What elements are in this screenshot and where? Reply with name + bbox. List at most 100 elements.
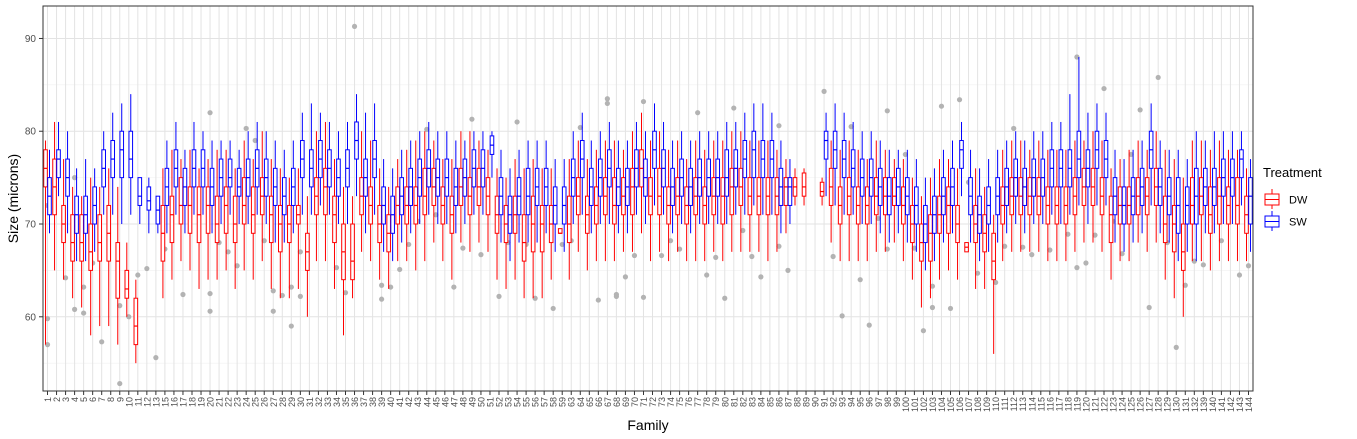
box-dw-140 [1208, 149, 1213, 271]
box-dw-19 [196, 168, 202, 289]
box-dw-141 [1217, 140, 1222, 262]
x-tick-label: 144 [1244, 397, 1254, 412]
x-tick-label: 8 [106, 397, 116, 402]
x-tick-label: 58 [549, 397, 559, 407]
outlier-point [658, 252, 665, 259]
box-sw-109 [986, 159, 991, 252]
outlier-point [478, 252, 484, 258]
x-tick-label: 67 [603, 397, 613, 407]
x-tick-label: 56 [531, 397, 541, 407]
x-tick-label: 80 [720, 397, 730, 407]
box-iqr [56, 149, 61, 179]
box-dw-30 [296, 168, 301, 289]
outlier-point [207, 110, 213, 116]
x-tick-label: 21 [215, 397, 225, 407]
box-sw-33 [327, 121, 332, 215]
box-dw-55 [521, 168, 527, 299]
box-dw-118 [1063, 149, 1069, 262]
x-tick-label: 127 [1145, 397, 1155, 412]
box-dw-83 [747, 140, 753, 252]
x-tick-label: 131 [1181, 397, 1191, 412]
x-tick-label: 25 [251, 397, 261, 407]
x-tick-label: 118 [1063, 397, 1073, 411]
box-sw-54 [516, 149, 522, 243]
x-tick-label: 26 [260, 397, 270, 407]
box-dw-107 [964, 242, 969, 253]
box-sw-114 [1031, 131, 1037, 225]
x-tick-label: 53 [504, 397, 514, 407]
outlier-point [207, 290, 213, 297]
box-iqr [422, 167, 428, 216]
box-dw-88 [792, 168, 798, 206]
outlier-point [595, 297, 601, 303]
box-iqr [521, 214, 527, 262]
x-tick-label: 42 [404, 397, 414, 407]
box-dw-123 [1108, 168, 1114, 280]
box-dw-6 [88, 177, 93, 336]
box-iqr [169, 195, 175, 244]
outlier-point [243, 125, 249, 132]
box-iqr [350, 223, 355, 281]
box-sw-75 [679, 131, 684, 225]
outlier-point [830, 253, 836, 260]
box-iqr [250, 186, 256, 234]
x-tick-label: 70 [630, 397, 640, 407]
x-tick-label: 100 [901, 397, 911, 412]
box-iqr [729, 167, 735, 216]
box-dw-121 [1090, 131, 1096, 243]
box-dw-5 [79, 196, 84, 308]
outlier-point [135, 272, 141, 278]
x-tick-label: 52 [495, 397, 505, 407]
x-tick-label: 40 [386, 397, 396, 407]
box-sw-24 [245, 131, 251, 225]
box-dw-8 [106, 168, 112, 327]
x-tick-label: 104 [937, 397, 947, 412]
x-tick-label: 108 [973, 397, 983, 412]
outlier-point [974, 270, 981, 276]
outlier-point [956, 97, 963, 103]
x-tick-label: 38 [368, 397, 378, 407]
box-dw-73 [657, 131, 662, 252]
box-sw-45 [435, 131, 441, 225]
outlier-point [1128, 151, 1134, 158]
x-tick-label: 47 [449, 397, 459, 407]
outlier-point [884, 246, 890, 252]
x-tick-label: 16 [169, 397, 179, 407]
box-sw-144 [1248, 159, 1253, 252]
outlier-point [44, 316, 51, 322]
x-tick-label: 140 [1208, 397, 1218, 412]
box-iqr [79, 214, 84, 262]
box-sw-21 [218, 140, 224, 225]
outlier-point [460, 245, 466, 251]
box-sw-68 [616, 140, 621, 234]
box-sw-101 [914, 159, 919, 252]
box-sw-41 [399, 149, 404, 243]
x-tick-label: 41 [395, 397, 405, 407]
outlier-point [695, 110, 701, 116]
outlier-point [252, 137, 258, 144]
box-dw-28 [277, 168, 283, 299]
box-sw-120 [1085, 112, 1091, 225]
box-sw-82 [742, 112, 748, 215]
box-iqr [1239, 149, 1244, 179]
box-iqr [751, 130, 757, 179]
box-dw-49 [467, 131, 473, 252]
box-sw-123 [1112, 149, 1118, 243]
outlier-point [1137, 107, 1143, 113]
outlier-point [81, 284, 87, 290]
box-sw-93 [841, 112, 847, 215]
x-axis-title: Family [627, 417, 668, 433]
x-tick-label: 10 [124, 397, 134, 407]
box-sw-26 [263, 131, 269, 225]
y-tick-label: 90 [25, 34, 37, 45]
box-iqr [124, 269, 130, 299]
box-sw-86 [778, 140, 784, 234]
x-tick-label: 36 [350, 397, 360, 407]
box-dw-16 [169, 149, 175, 280]
outlier-point [776, 123, 782, 129]
box-sw-11 [137, 177, 143, 225]
box-sw-20 [209, 140, 215, 234]
box-sw-29 [291, 140, 296, 234]
x-tick-label: 65 [585, 397, 595, 407]
box-sw-1 [47, 149, 52, 234]
